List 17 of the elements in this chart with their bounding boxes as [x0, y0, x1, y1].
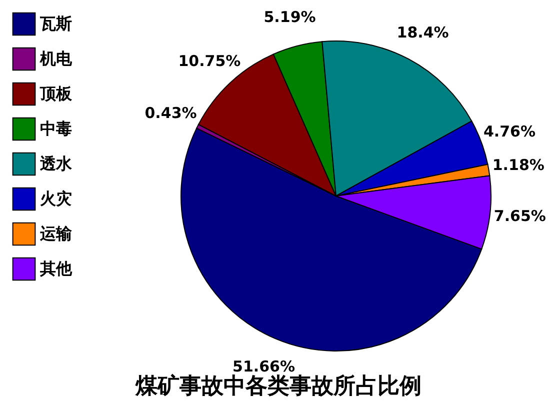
legend-label: 其他 [39, 259, 73, 278]
legend-label: 机电 [39, 49, 73, 68]
data-label: 0.43% [144, 104, 197, 122]
data-label: 7.65% [494, 207, 546, 226]
legend-label: 透水 [39, 154, 73, 173]
data-label: 18.4% [396, 24, 449, 42]
data-label: 4.76% [483, 122, 536, 141]
data-label: 1.18% [492, 156, 544, 174]
legend-label: 瓦斯 [39, 14, 72, 33]
legend-label: 火灾 [40, 189, 72, 208]
legend-label: 中毒 [40, 119, 72, 138]
data-label: 5.19% [264, 8, 316, 26]
text: 煤矿事故中各类事故所占比例 [134, 373, 422, 399]
legend-label: 顶板 [39, 84, 73, 103]
data-label: 10.75% [178, 52, 241, 70]
data-label: 51.66% [232, 357, 296, 376]
legend-label: 运输 [39, 224, 73, 243]
